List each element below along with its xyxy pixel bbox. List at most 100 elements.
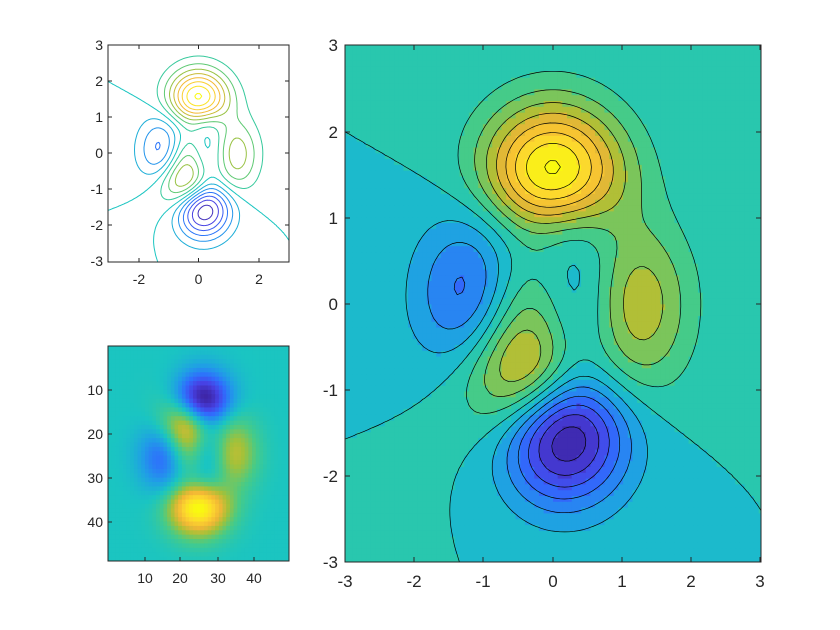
heatmap-cell — [226, 407, 231, 413]
contour-fill-cell — [669, 530, 676, 537]
contour-fill-cell — [651, 448, 657, 456]
contour-fill-cell — [524, 506, 531, 514]
heatmap-cell — [192, 420, 198, 426]
contour-fill-cell — [543, 425, 550, 433]
contour-fill-cell — [398, 541, 405, 549]
contour-fill-cell — [468, 518, 475, 526]
contour-fill-cell — [758, 506, 761, 514]
contour-fill-cell — [655, 559, 662, 562]
heatmap-cell — [141, 539, 146, 545]
contour-fill-cell — [412, 495, 419, 502]
contour-fill-cell — [585, 477, 592, 485]
contour-fill-cell — [408, 460, 414, 467]
contour-fill-cell — [384, 483, 391, 491]
heatmap-cell — [122, 473, 128, 479]
contour-fill-cell — [679, 547, 685, 555]
contour-fill-cell — [725, 483, 732, 491]
contour-fill-cell — [445, 431, 451, 438]
contour-fill-cell — [524, 460, 531, 467]
heatmap-cell — [255, 398, 261, 404]
contour-fill-cell — [623, 477, 629, 485]
heatmap-cell — [252, 376, 257, 382]
heatmap-cell — [229, 442, 235, 448]
heatmap-cell — [274, 556, 279, 561]
contour-fill-cell — [637, 547, 643, 555]
contour-fill-cell — [585, 408, 592, 415]
heatmap-cell — [222, 411, 227, 417]
contour-fill-cell — [366, 413, 372, 421]
contour-fill-cell — [613, 535, 620, 543]
contour-fill-cell — [534, 437, 540, 444]
contour-fill-cell — [744, 547, 751, 555]
heatmap-cell — [229, 363, 235, 369]
contour-fill-cell — [627, 402, 634, 409]
contour-fill-cell — [716, 454, 723, 462]
contour-fill-cell — [604, 460, 610, 467]
heatmap-cell — [259, 389, 264, 395]
heatmap-cell — [189, 372, 194, 378]
heatmap-cell — [215, 354, 220, 360]
contour-fill-cell — [613, 512, 620, 520]
contour-fill-cell — [753, 506, 760, 514]
contour-fill-cell — [534, 518, 540, 526]
heatmap-cell — [152, 359, 157, 365]
heatmap-cell — [285, 521, 289, 527]
heatmap-cell — [141, 398, 146, 404]
heatmap-cell — [170, 486, 176, 492]
heatmap-cell — [255, 350, 261, 356]
heatmap-cell — [263, 455, 268, 461]
heatmap-cell — [181, 508, 187, 514]
heatmap-cell — [137, 429, 142, 435]
heatmap-cell — [185, 403, 190, 409]
heatmap-cell — [189, 424, 194, 430]
heatmap-cell — [141, 556, 146, 561]
contour-fill-cell — [417, 483, 423, 491]
contour-fill-cell — [651, 489, 657, 496]
contour-fill-cell — [632, 530, 638, 537]
heatmap-cell — [133, 354, 139, 360]
heatmap-cell — [192, 398, 198, 404]
heatmap-cell — [137, 503, 142, 509]
contour-fill-cell — [408, 466, 414, 473]
heatmap-cell — [178, 420, 183, 426]
contour-fill-cell — [613, 431, 620, 438]
contour-fill-cell — [366, 501, 372, 508]
contour-fill-cell — [669, 495, 676, 502]
contour-fill-cell — [632, 553, 638, 560]
contour-fill-cell — [361, 460, 367, 467]
heatmap-cell — [174, 416, 179, 422]
contour-fill-cell — [735, 518, 741, 526]
contour-fill-cell — [655, 547, 662, 555]
heatmap-cell — [108, 490, 113, 496]
contour-fill-cell — [356, 442, 363, 450]
heatmap-cell — [181, 376, 187, 382]
heatmap-cell — [181, 556, 187, 561]
heatmap-cell — [122, 350, 128, 356]
contour-fill-cell — [384, 442, 391, 450]
heatmap-cell — [211, 346, 216, 351]
heatmap-cell — [189, 442, 194, 448]
heatmap-cell — [148, 460, 153, 466]
heatmap-cell — [281, 460, 286, 466]
contour-fill-cell — [345, 448, 349, 456]
heatmap-cell — [152, 486, 157, 492]
contour-fill-cell — [623, 413, 629, 421]
heatmap-cell — [148, 394, 153, 400]
heatmap-cell — [159, 389, 164, 395]
contour-fill-cell — [529, 448, 536, 456]
contour-fill-cell — [356, 471, 363, 479]
contour-fill-cell — [426, 506, 433, 514]
heatmap-cell — [115, 552, 120, 558]
heatmap-cell — [167, 499, 172, 505]
heatmap-cell — [196, 429, 201, 435]
heatmap-cell — [119, 411, 124, 417]
heatmap-cell — [281, 473, 286, 479]
contour-fill-cell — [674, 471, 680, 479]
contour-fill-cell — [450, 477, 456, 485]
heatmap-cell — [126, 460, 131, 466]
contour-fill-cell — [440, 454, 447, 462]
heatmap-cell — [156, 490, 161, 496]
contour-fill-cell — [599, 454, 606, 462]
heatmap-cell — [204, 490, 209, 496]
heatmap-cell — [122, 385, 128, 391]
